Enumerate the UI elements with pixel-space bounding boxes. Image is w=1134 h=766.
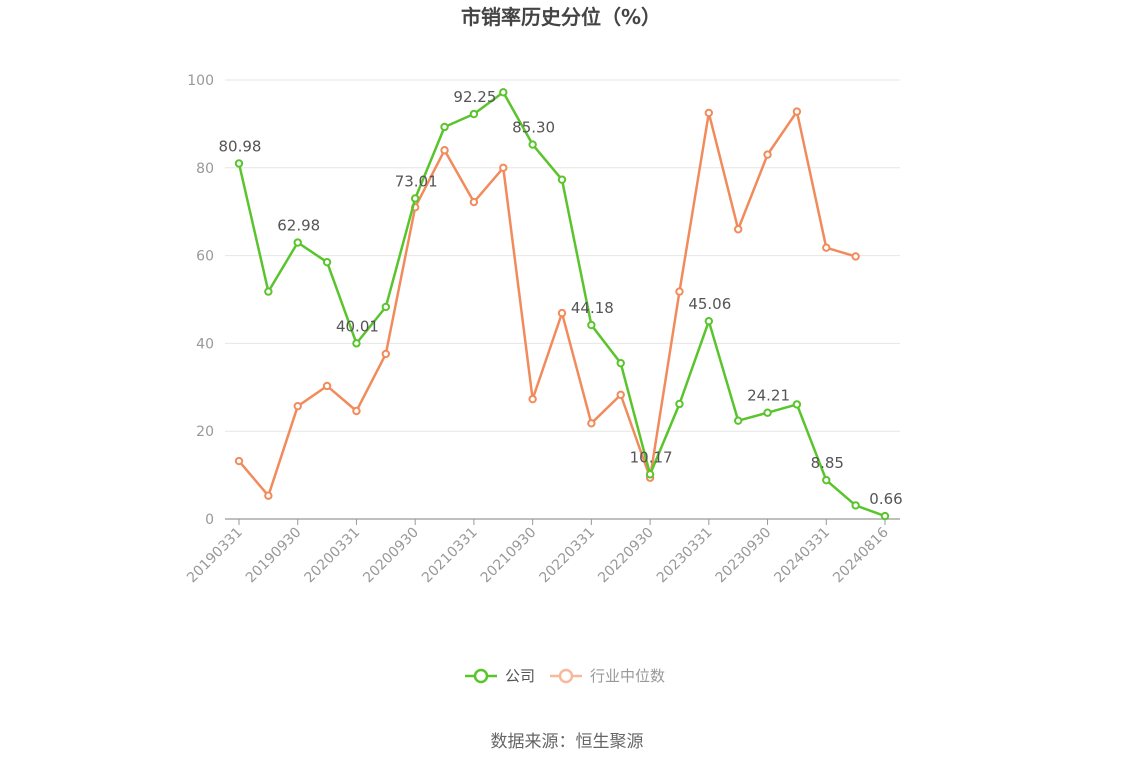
x-tick-label: 20210331 <box>419 525 481 587</box>
data-point[interactable] <box>499 88 508 97</box>
legend-marker <box>473 668 489 684</box>
data-point[interactable] <box>675 287 684 296</box>
x-tick-label: 20190331 <box>184 525 246 587</box>
data-point[interactable] <box>616 358 625 368</box>
x-tick-label: 20200930 <box>360 525 422 587</box>
y-tick-label: 80 <box>196 161 214 177</box>
x-tick-label: 20220930 <box>595 525 657 587</box>
data-point[interactable] <box>880 511 890 521</box>
y-tick-label: 40 <box>196 336 214 352</box>
data-point[interactable] <box>587 419 596 428</box>
data-label: 40.01 <box>336 317 379 335</box>
data-point[interactable] <box>851 252 860 261</box>
x-tick-label: 20230930 <box>713 525 775 587</box>
data-label: 24.21 <box>747 387 790 405</box>
data-point[interactable] <box>557 308 567 318</box>
data-point[interactable] <box>440 122 449 132</box>
data-point[interactable] <box>704 316 714 326</box>
y-tick-label: 60 <box>196 249 214 265</box>
data-point[interactable] <box>733 416 743 425</box>
data-point[interactable] <box>322 257 332 267</box>
data-point[interactable] <box>322 381 332 391</box>
series-line-1 <box>238 110 856 497</box>
data-point[interactable] <box>587 320 596 330</box>
data-point[interactable] <box>763 150 772 159</box>
data-label: 80.98 <box>219 137 262 155</box>
data-point[interactable] <box>352 406 361 416</box>
data-point[interactable] <box>264 287 273 296</box>
x-tick-label: 20240816 <box>830 524 892 586</box>
x-axis: 2019033120190930202003312020093020210331… <box>184 518 900 587</box>
data-source-note: 数据来源：恒生聚源 <box>491 732 644 752</box>
data-label: 92.25 <box>453 88 496 106</box>
data-point[interactable] <box>792 400 802 409</box>
data-point[interactable] <box>792 107 802 116</box>
data-labels: 80.98 62.98 40.01 73.01 92.25 85.30 44.18 10.17… <box>219 88 903 508</box>
data-point[interactable] <box>469 197 479 207</box>
data-label: 85.30 <box>512 119 555 137</box>
data-label: 45.06 <box>688 295 731 313</box>
x-tick-label: 20210930 <box>478 525 540 587</box>
data-point[interactable] <box>704 108 714 118</box>
y-axis: 0 20 40 60 80 100 <box>187 73 214 528</box>
data-point[interactable] <box>293 401 302 411</box>
data-point[interactable] <box>234 456 244 466</box>
y-tick-label: 100 <box>187 73 214 89</box>
data-point[interactable] <box>499 163 508 173</box>
data-point[interactable] <box>675 399 684 409</box>
legend-marker <box>558 668 574 684</box>
legend[interactable]: 公司 行业中位数 <box>465 667 665 685</box>
data-point[interactable] <box>528 140 537 149</box>
legend-item-0[interactable]: 公司 <box>465 667 535 685</box>
data-point[interactable] <box>234 159 244 168</box>
data-point[interactable] <box>352 339 361 348</box>
chart-title: 市销率历史分位（%） <box>461 5 661 29</box>
data-point[interactable] <box>381 349 391 359</box>
legend-label: 公司 <box>505 667 535 685</box>
data-point[interactable] <box>733 225 743 234</box>
data-label: 62.98 <box>277 217 320 235</box>
y-tick-label: 0 <box>205 512 214 528</box>
data-label: 8.85 <box>811 454 844 472</box>
data-point[interactable] <box>851 501 860 510</box>
data-label: 0.66 <box>869 490 902 508</box>
y-tick-label: 20 <box>196 424 214 440</box>
data-label: 44.18 <box>571 299 614 317</box>
legend-item-1[interactable]: 行业中位数 <box>550 667 665 685</box>
grid <box>225 79 900 432</box>
x-tick-label: 20230331 <box>654 525 716 587</box>
data-point[interactable] <box>763 408 772 417</box>
legend-label: 行业中位数 <box>590 667 665 685</box>
data-point[interactable] <box>264 491 273 500</box>
x-tick-label: 20190930 <box>243 525 305 587</box>
x-tick-label: 20200331 <box>302 525 364 587</box>
series-layer <box>234 88 890 521</box>
data-point[interactable] <box>410 194 420 203</box>
x-tick-label: 20220331 <box>536 525 598 587</box>
data-point[interactable] <box>557 175 567 184</box>
series-line-0 <box>237 91 886 518</box>
data-label: 73.01 <box>395 172 438 190</box>
data-point[interactable] <box>822 475 831 485</box>
data-point[interactable] <box>469 109 479 119</box>
data-point[interactable] <box>645 470 655 479</box>
x-tick-label: 20240331 <box>771 525 833 587</box>
data-point[interactable] <box>528 394 537 404</box>
data-point[interactable] <box>440 146 449 155</box>
data-label: 10.17 <box>630 448 673 466</box>
data-point[interactable] <box>293 238 302 247</box>
data-point[interactable] <box>381 302 391 312</box>
data-point[interactable] <box>616 390 625 399</box>
data-point[interactable] <box>822 243 831 252</box>
